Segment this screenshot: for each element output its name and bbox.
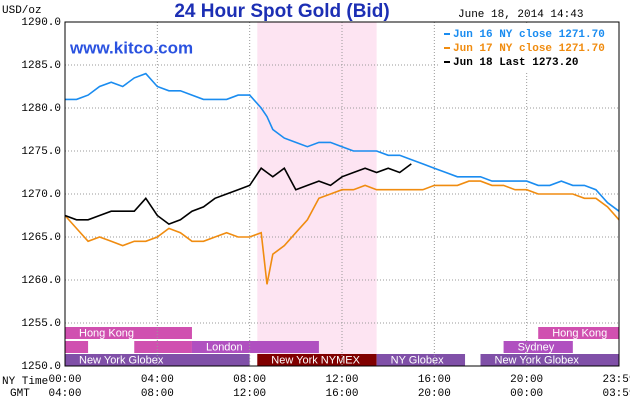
y-tick-label: 1260.0 (21, 275, 61, 287)
market-bar (376, 354, 466, 366)
y-tick-label: 1250.0 (21, 361, 61, 373)
market-label: Hong Kong (552, 327, 607, 339)
legend-label: Jun 17 NY close 1271.70 (453, 43, 605, 55)
chart-title: 24 Hour Spot Gold (Bid) (174, 1, 389, 22)
x2-tick-label: 12:00 (233, 388, 266, 400)
market-bar (538, 327, 619, 339)
series-line (64, 163, 412, 226)
legend-box (440, 25, 618, 71)
y-tick-label: 1270.0 (21, 189, 61, 201)
market-label: New York Globex (79, 354, 164, 366)
market-bar (65, 354, 250, 366)
x-axis-label: NY Time (2, 376, 48, 388)
series-line (65, 72, 620, 212)
x-tick-label: 04:00 (141, 374, 174, 386)
x-tick-label: 12:00 (325, 374, 358, 386)
market-label: Sydney (518, 341, 555, 353)
market-bar (503, 341, 573, 353)
legend-label: Jun 18 Last 1273.20 (453, 57, 578, 69)
market-label: London (206, 341, 243, 353)
x-tick-label: 00:00 (48, 374, 81, 386)
market-bar (191, 341, 319, 353)
watermark: www.kitco.com (69, 38, 193, 57)
market-band (465, 354, 481, 366)
plot-frame (64, 21, 620, 367)
x2-tick-label: 08:00 (141, 388, 174, 400)
x2-axis-label: GMT (10, 388, 30, 400)
market-bar (480, 354, 619, 366)
x2-tick-label: 03:59 (602, 388, 630, 400)
market-label: Hong Kong (79, 327, 134, 339)
x-tick-label: 20:00 (510, 374, 543, 386)
x2-tick-label: 04:00 (48, 388, 81, 400)
y-tick-label: 1290.0 (21, 17, 61, 29)
market-band (88, 341, 135, 353)
legend-label: Jun 16 NY close 1271.70 (453, 29, 605, 41)
x2-tick-label: 16:00 (325, 388, 358, 400)
x2-tick-label: 20:00 (418, 388, 451, 400)
market-label: New York NYMEX (271, 354, 360, 366)
x-tick-label: 16:00 (418, 374, 451, 386)
timestamp: June 18, 2014 14:43 (458, 9, 583, 21)
y-tick-label: 1280.0 (21, 103, 61, 115)
y-tick-label: 1255.0 (21, 318, 61, 330)
series-line (64, 180, 620, 285)
market-bar (65, 327, 192, 339)
market-bar (257, 354, 377, 366)
market-label: New York Globex (495, 354, 580, 366)
x2-tick-label: 00:00 (510, 388, 543, 400)
x-tick-label: 23:59 (602, 374, 630, 386)
y-tick-label: 1275.0 (21, 146, 61, 158)
y-axis-label: USD/oz (2, 5, 42, 17)
y-tick-label: 1285.0 (21, 60, 61, 72)
market-label: NY Globex (391, 354, 444, 366)
x-tick-label: 08:00 (233, 374, 266, 386)
y-tick-label: 1265.0 (21, 232, 61, 244)
